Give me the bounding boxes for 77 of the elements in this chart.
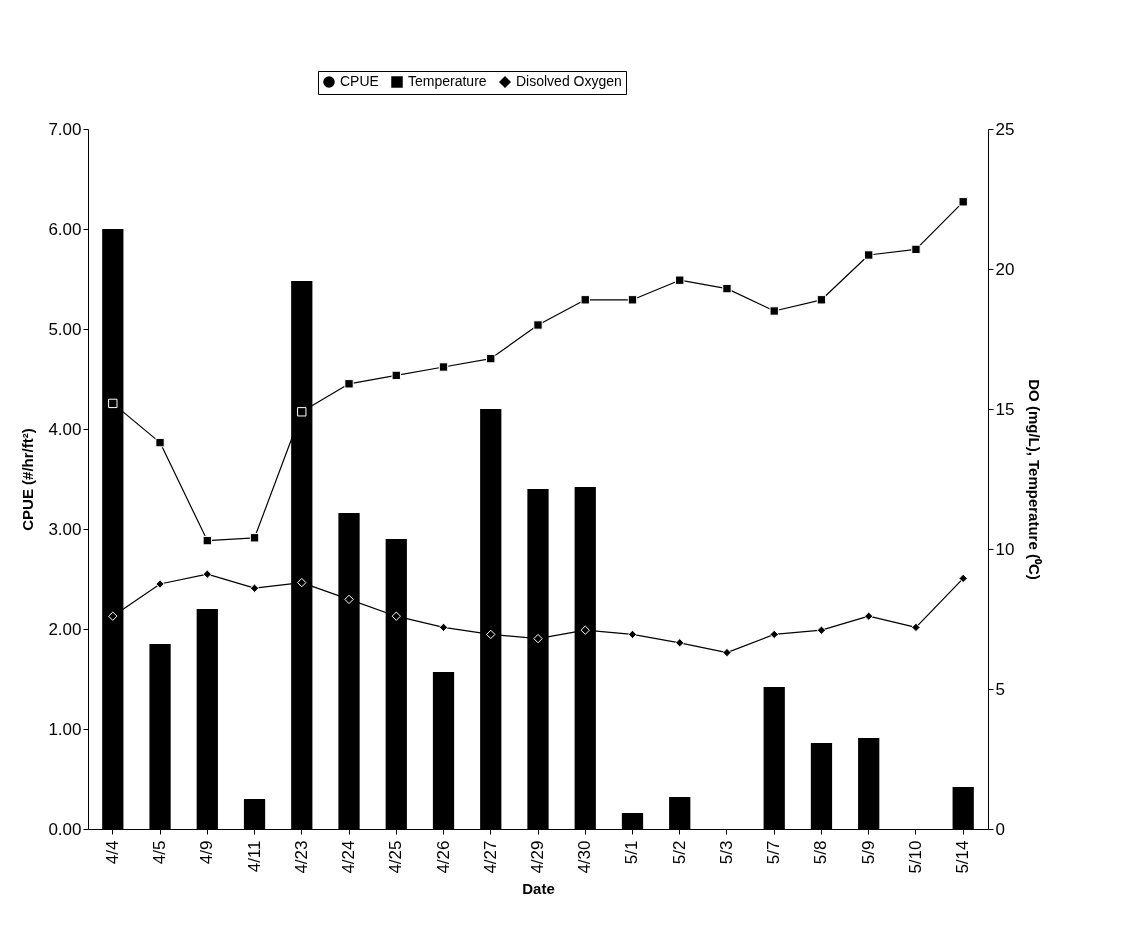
x-tick-label: 5/10	[905, 840, 925, 874]
x-tick-label: 4/11	[244, 840, 264, 873]
y2-tick-label: 20	[995, 259, 1015, 279]
point	[816, 295, 827, 305]
point	[675, 638, 685, 648]
legend-label: Temperature	[408, 73, 487, 89]
point	[580, 625, 590, 635]
y-tick-label: 1.00	[48, 719, 82, 739]
point	[722, 283, 732, 294]
point	[911, 622, 921, 633]
point	[438, 362, 449, 372]
x-tick-label: 4/30	[575, 840, 595, 874]
point	[486, 629, 496, 640]
point	[722, 647, 732, 658]
x-tick-label: 5/8	[811, 840, 831, 865]
point	[864, 250, 874, 260]
point	[202, 569, 212, 579]
y2-tick-label: 5	[995, 679, 1005, 699]
point	[675, 275, 685, 285]
point	[297, 407, 307, 417]
point	[486, 353, 496, 364]
y-tick-label: 0.00	[48, 819, 82, 839]
x-tick-label: 5/7	[764, 840, 784, 865]
x-tick-label: 5/1	[622, 840, 642, 865]
point	[344, 594, 354, 605]
point	[533, 633, 543, 644]
point	[108, 398, 118, 409]
point	[297, 577, 307, 588]
point	[769, 629, 779, 640]
point	[155, 579, 165, 589]
point	[864, 611, 874, 621]
y2-tick-label: 25	[995, 119, 1015, 139]
y-tick-label: 6.00	[48, 219, 82, 239]
x-tick-label: 4/4	[102, 840, 122, 865]
point	[627, 295, 638, 305]
y-tick-label: 4.00	[48, 419, 82, 439]
point	[958, 197, 968, 207]
point	[249, 583, 260, 593]
y2-tick-label: 15	[995, 399, 1015, 419]
point	[580, 295, 590, 305]
y-axis-title: CPUE (#/hr/ft²)	[19, 428, 37, 531]
point	[911, 244, 921, 255]
point	[769, 306, 779, 316]
point	[249, 533, 260, 543]
x-tick-label: 4/26	[433, 840, 453, 874]
legend-label: Disolved Oxygen	[516, 73, 622, 89]
point	[438, 622, 449, 633]
x-axis-title: Date	[522, 879, 555, 897]
point	[533, 320, 543, 330]
point	[108, 611, 118, 621]
y-tick-label: 5.00	[48, 319, 82, 339]
x-tick-label: 4/9	[197, 840, 217, 865]
point	[391, 370, 401, 381]
point	[627, 629, 638, 640]
point	[155, 437, 165, 448]
x-tick-label: 5/3	[716, 840, 736, 865]
legend-label: CPUE	[340, 73, 379, 89]
y2-tick-label: 0	[995, 819, 1005, 839]
y2-tick-label: 10	[995, 539, 1015, 559]
point	[202, 535, 212, 546]
x-tick-label: 5/2	[669, 840, 689, 865]
x-tick-label: 4/27	[480, 840, 500, 874]
y-tick-label: 7.00	[48, 119, 82, 139]
y-tick-label: 2.00	[48, 619, 82, 639]
point	[816, 625, 827, 635]
x-tick-label: 5/14	[953, 840, 973, 874]
y2-axis-title: DO (mg/L), Temperature (⁰C)	[1026, 379, 1044, 580]
x-tick-label: 4/25	[386, 840, 406, 874]
point	[958, 573, 968, 584]
point	[344, 379, 354, 389]
x-tick-label: 4/23	[291, 840, 311, 874]
x-tick-label: 5/9	[858, 840, 878, 865]
x-tick-label: 4/29	[528, 840, 547, 874]
x-tick-label: 4/24	[339, 840, 359, 874]
point	[391, 611, 401, 621]
x-tick-label: 4/5	[150, 840, 170, 865]
y-tick-label: 3.00	[48, 519, 82, 539]
